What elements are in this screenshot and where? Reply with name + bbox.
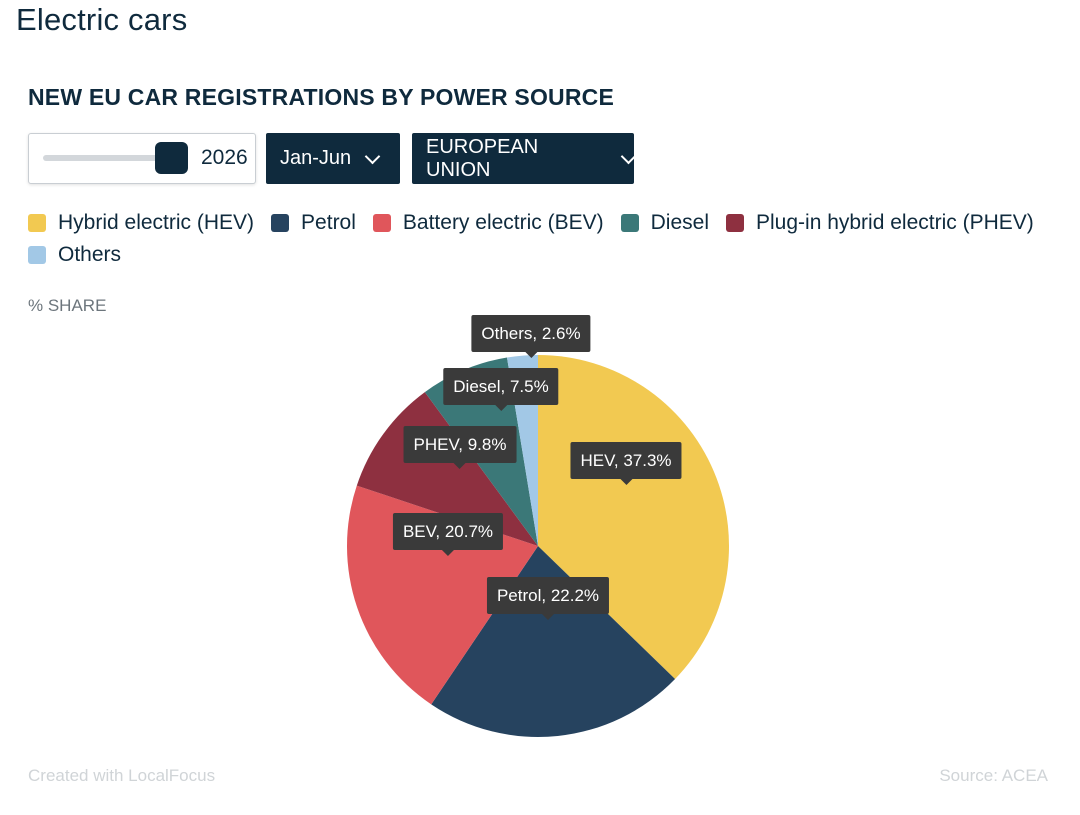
- legend-swatch: [372, 214, 391, 232]
- data-label: BEV, 20.7%: [392, 513, 504, 556]
- legend-label: Petrol: [301, 211, 356, 234]
- legend-item[interactable]: Others: [28, 243, 122, 266]
- pie-slice-petrol[interactable]: [431, 546, 676, 738]
- chart-legend: Hybrid electric (HEV) Petrol Battery elect…: [28, 211, 1038, 266]
- legend-swatch: [620, 214, 639, 232]
- legend-label: Others: [58, 243, 122, 266]
- data-label: Diesel, 7.5%: [443, 368, 559, 411]
- footer-credit: Created with LocalFocus: [28, 766, 216, 785]
- legend-label: Battery electric (BEV): [402, 211, 604, 234]
- legend-swatch: [28, 246, 46, 264]
- data-label: PHEV, 9.8%: [403, 426, 517, 469]
- unit-label: % SHARE: [28, 296, 107, 315]
- data-label: Petrol, 22.2%: [486, 577, 610, 620]
- chart-title: NEW EU CAR REGISTRATIONS BY POWER SOURCE: [28, 84, 615, 110]
- legend-item[interactable]: Diesel: [620, 211, 709, 234]
- period-dropdown-label: Jan-Jun: [280, 147, 352, 169]
- data-label: Others, 2.6%: [471, 315, 591, 358]
- year-slider[interactable]: 2026: [28, 133, 256, 184]
- legend-item[interactable]: Battery electric (BEV): [372, 211, 604, 234]
- region-dropdown[interactable]: EUROPEAN UNION: [412, 133, 637, 184]
- legend-item[interactable]: Plug-in hybrid electric (PHEV): [726, 211, 1034, 234]
- legend-swatch: [726, 214, 744, 232]
- pie-slice-phev[interactable]: [356, 392, 538, 546]
- region-dropdown-label: EUROPEAN UNION: [426, 135, 539, 181]
- legend-label: Diesel: [650, 211, 709, 234]
- legend-item[interactable]: Petrol: [271, 211, 356, 234]
- pie-slice-hev[interactable]: [538, 355, 730, 680]
- legend-label: Plug-in hybrid electric (PHEV): [756, 211, 1034, 234]
- data-label: HEV, 37.3%: [570, 442, 682, 485]
- year-slider-handle[interactable]: [155, 142, 188, 174]
- legend-item[interactable]: Hybrid electric (HEV): [28, 211, 255, 234]
- legend-swatch: [271, 214, 290, 232]
- year-slider-value: 2026: [201, 146, 248, 169]
- legend-swatch: [28, 214, 46, 232]
- year-slider-track[interactable]: [43, 155, 167, 161]
- page-title: Electric cars: [16, 2, 188, 37]
- period-dropdown[interactable]: Jan-Jun: [266, 133, 400, 184]
- legend-label: Hybrid electric (HEV): [58, 211, 255, 234]
- footer-source: Source: ACEA: [939, 766, 1048, 785]
